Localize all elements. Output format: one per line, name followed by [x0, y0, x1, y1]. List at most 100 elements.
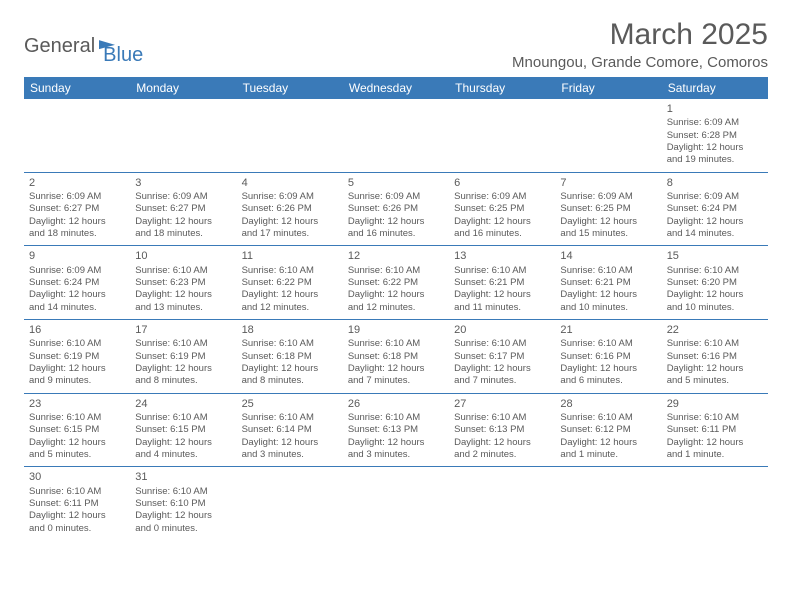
day-cell: 16Sunrise: 6:10 AMSunset: 6:19 PMDayligh… [24, 320, 130, 394]
day-cell [555, 99, 661, 172]
day-cell: 10Sunrise: 6:10 AMSunset: 6:23 PMDayligh… [130, 246, 236, 320]
day-sunset: Sunset: 6:26 PM [242, 203, 338, 215]
day-cell: 12Sunrise: 6:10 AMSunset: 6:22 PMDayligh… [343, 246, 449, 320]
day-sunrise: Sunrise: 6:10 AM [560, 265, 656, 277]
day-day1: Daylight: 12 hours [242, 216, 338, 228]
day-sunset: Sunset: 6:13 PM [454, 424, 550, 436]
day-day1: Daylight: 12 hours [454, 437, 550, 449]
day-day2: and 3 minutes. [242, 449, 338, 461]
day-cell: 19Sunrise: 6:10 AMSunset: 6:18 PMDayligh… [343, 320, 449, 394]
day-cell [343, 99, 449, 172]
day-day1: Daylight: 12 hours [135, 437, 231, 449]
day-sunrise: Sunrise: 6:10 AM [135, 338, 231, 350]
day-cell: 15 Sunrise: 6:10 AMSunset: 6:20 PMDayligh… [662, 246, 768, 320]
day-sunset: Sunset: 6:19 PM [135, 351, 231, 363]
day-cell: 21Sunrise: 6:10 AMSunset: 6:16 PMDayligh… [555, 320, 661, 394]
day-sunset: Sunset: 6:19 PM [29, 351, 125, 363]
day-sunset: Sunset: 6:26 PM [348, 203, 444, 215]
day-cell: 25Sunrise: 6:10 AMSunset: 6:14 PMDayligh… [237, 393, 343, 467]
dayheader-friday: Friday [555, 77, 661, 99]
day-sunset: Sunset: 6:16 PM [560, 351, 656, 363]
day-day1: Daylight: 12 hours [135, 216, 231, 228]
day-header-row: Sunday Monday Tuesday Wednesday Thursday… [24, 77, 768, 99]
day-day1: Daylight: 12 hours [29, 289, 125, 301]
day-sunset: Sunset: 6:11 PM [29, 498, 125, 510]
location-text: Mnoungou, Grande Comore, Comoros [512, 54, 768, 71]
day-sunset: Sunset: 6:21 PM [454, 277, 550, 289]
day-sunrise: Sunrise: 6:10 AM [348, 412, 444, 424]
day-number: 20 [454, 323, 550, 337]
day-sunrise: Sunrise: 6:09 AM [667, 191, 763, 203]
day-cell: 4Sunrise: 6:09 AMSunset: 6:26 PMDaylight… [237, 172, 343, 246]
day-cell [130, 99, 236, 172]
day-day1: Daylight: 12 hours [667, 289, 763, 301]
day-cell: 30Sunrise: 6:10 AMSunset: 6:11 PMDayligh… [24, 467, 130, 540]
day-number: 4 [242, 176, 338, 190]
day-number: 28 [560, 397, 656, 411]
day-day2: and 16 minutes. [348, 228, 444, 240]
month-title: March 2025 [512, 18, 768, 52]
day-number: 11 [242, 249, 338, 263]
day-day2: and 15 minutes. [560, 228, 656, 240]
day-sunset: Sunset: 6:20 PM [667, 277, 763, 289]
day-day1: Daylight: 12 hours [667, 142, 763, 154]
day-sunset: Sunset: 6:18 PM [242, 351, 338, 363]
day-number: 13 [454, 249, 550, 263]
day-sunrise: Sunrise: 6:10 AM [454, 338, 550, 350]
day-sunset: Sunset: 6:25 PM [454, 203, 550, 215]
day-sunset: Sunset: 6:17 PM [454, 351, 550, 363]
day-day1: Daylight: 12 hours [560, 437, 656, 449]
day-sunset: Sunset: 6:24 PM [29, 277, 125, 289]
day-day1: Daylight: 12 hours [348, 437, 444, 449]
dayheader-tuesday: Tuesday [237, 77, 343, 99]
day-day2: and 4 minutes. [135, 449, 231, 461]
day-sunset: Sunset: 6:22 PM [348, 277, 444, 289]
day-number: 15 [667, 249, 763, 263]
day-day2: and 10 minutes. [560, 302, 656, 314]
day-day1: Daylight: 12 hours [242, 437, 338, 449]
day-sunrise: Sunrise: 6:10 AM [135, 412, 231, 424]
day-sunrise: Sunrise: 6:10 AM [348, 338, 444, 350]
day-sunrise: Sunrise: 6:10 AM [454, 412, 550, 424]
day-sunrise: Sunrise: 6:09 AM [454, 191, 550, 203]
day-cell [555, 467, 661, 540]
day-cell: 31Sunrise: 6:10 AMSunset: 6:10 PMDayligh… [130, 467, 236, 540]
week-row: 16Sunrise: 6:10 AMSunset: 6:19 PMDayligh… [24, 320, 768, 394]
day-day1: Daylight: 12 hours [242, 363, 338, 375]
day-day2: and 0 minutes. [29, 523, 125, 535]
day-sunset: Sunset: 6:22 PM [242, 277, 338, 289]
day-cell: 2Sunrise: 6:09 AMSunset: 6:27 PMDaylight… [24, 172, 130, 246]
logo: General Blue [24, 18, 143, 67]
day-number: 29 [667, 397, 763, 411]
day-day1: Daylight: 12 hours [560, 363, 656, 375]
day-day1: Daylight: 12 hours [454, 289, 550, 301]
day-number: 9 [29, 249, 125, 263]
day-sunset: Sunset: 6:10 PM [135, 498, 231, 510]
day-day2: and 5 minutes. [29, 449, 125, 461]
day-number: 6 [454, 176, 550, 190]
day-sunrise: Sunrise: 6:09 AM [667, 117, 763, 129]
day-sunrise: Sunrise: 6:10 AM [242, 412, 338, 424]
day-cell: 7Sunrise: 6:09 AMSunset: 6:25 PMDaylight… [555, 172, 661, 246]
day-day2: and 12 minutes. [242, 302, 338, 314]
day-sunrise: Sunrise: 6:09 AM [242, 191, 338, 203]
day-sunset: Sunset: 6:27 PM [29, 203, 125, 215]
day-day1: Daylight: 12 hours [667, 216, 763, 228]
day-day2: and 9 minutes. [29, 375, 125, 387]
day-day2: and 18 minutes. [29, 228, 125, 240]
day-sunset: Sunset: 6:14 PM [242, 424, 338, 436]
dayheader-saturday: Saturday [662, 77, 768, 99]
week-row: 23Sunrise: 6:10 AMSunset: 6:15 PMDayligh… [24, 393, 768, 467]
day-day1: Daylight: 12 hours [135, 289, 231, 301]
day-day1: Daylight: 12 hours [29, 510, 125, 522]
day-cell: 20Sunrise: 6:10 AMSunset: 6:17 PMDayligh… [449, 320, 555, 394]
day-cell [24, 99, 130, 172]
day-day2: and 14 minutes. [667, 228, 763, 240]
day-number: 14 [560, 249, 656, 263]
day-sunrise: Sunrise: 6:10 AM [560, 412, 656, 424]
day-sunset: Sunset: 6:28 PM [667, 130, 763, 142]
day-sunrise: Sunrise: 6:10 AM [667, 265, 763, 277]
day-sunrise: Sunrise: 6:10 AM [667, 338, 763, 350]
day-day2: and 6 minutes. [560, 375, 656, 387]
day-day1: Daylight: 12 hours [667, 437, 763, 449]
